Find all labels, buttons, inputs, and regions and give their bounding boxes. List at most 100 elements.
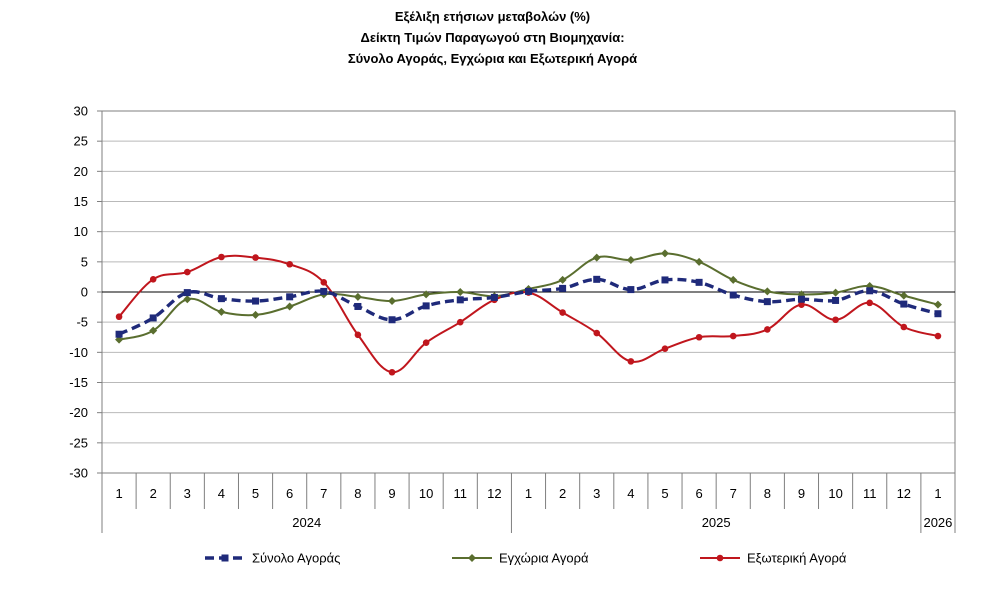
x-tick-label: 5 <box>661 486 668 501</box>
x-tick-label: 1 <box>934 486 941 501</box>
data-point <box>695 257 704 266</box>
x-tick-label: 10 <box>828 486 842 501</box>
year-label: 2026 <box>923 515 952 530</box>
data-point <box>763 298 771 306</box>
data-point <box>660 249 669 258</box>
data-point <box>184 268 191 276</box>
x-tick-label: 11 <box>454 486 468 501</box>
legend-entry: Εξωτερική Αγορά <box>700 551 847 566</box>
data-point <box>217 307 226 316</box>
data-point <box>695 333 703 341</box>
data-point <box>456 318 464 326</box>
data-point <box>831 288 840 297</box>
data-point <box>729 291 737 299</box>
data-point <box>934 310 942 318</box>
data-point <box>149 314 157 322</box>
x-tick-label: 1 <box>525 486 532 501</box>
x-tick-label: 8 <box>764 486 771 501</box>
data-point <box>592 253 601 262</box>
data-point <box>661 276 669 284</box>
y-tick-label: -30 <box>69 466 88 481</box>
data-point <box>354 331 362 339</box>
data-point <box>866 287 874 295</box>
y-tick-label: -15 <box>69 375 88 390</box>
data-point <box>251 310 260 319</box>
y-tick-label: 20 <box>74 164 88 179</box>
y-tick-label: 5 <box>81 254 88 269</box>
legend-marker <box>221 554 229 562</box>
data-point <box>286 293 294 301</box>
data-point <box>252 297 260 305</box>
data-point <box>558 275 567 284</box>
legend-label: Σύνολο Αγοράς <box>252 551 340 566</box>
data-point <box>320 287 328 295</box>
legend-label: Εξωτερική Αγορά <box>747 551 847 566</box>
data-point <box>388 297 397 306</box>
data-point <box>695 278 703 286</box>
data-point <box>183 295 192 304</box>
data-point <box>729 332 737 340</box>
series-0 <box>115 275 942 338</box>
data-point <box>320 279 328 286</box>
legend-label: Εγχώρια Αγορά <box>499 551 589 566</box>
data-point <box>285 302 294 311</box>
x-tick-label: 3 <box>184 486 191 501</box>
chart-title: Εξέλιξη ετήσιων μεταβολών (%) Δείκτη Τιμ… <box>0 6 985 69</box>
x-tick-label: 8 <box>354 486 361 501</box>
data-point <box>218 253 225 261</box>
data-point <box>764 326 771 333</box>
data-point <box>559 284 567 292</box>
x-tick-label: 10 <box>419 486 433 501</box>
y-tick-label: -5 <box>76 315 88 330</box>
data-point <box>252 254 259 261</box>
y-tick-label: 15 <box>74 194 88 209</box>
y-tick-label: -10 <box>69 345 88 360</box>
legend-entry: Εγχώρια Αγορά <box>452 551 589 566</box>
data-point <box>353 292 362 301</box>
x-tick-label: 12 <box>897 486 911 501</box>
data-point <box>559 309 566 316</box>
data-point <box>422 290 431 299</box>
x-tick-label: 1 <box>115 486 122 501</box>
data-point <box>422 302 430 310</box>
x-tick-label: 9 <box>798 486 805 501</box>
legend-entry: Σύνολο Αγοράς <box>205 551 340 566</box>
x-tick-label: 9 <box>388 486 395 501</box>
data-point <box>900 300 908 308</box>
series-line <box>118 252 939 341</box>
data-point <box>763 287 772 296</box>
data-point <box>456 296 464 304</box>
y-tick-label: 0 <box>81 285 88 300</box>
data-point <box>115 313 123 321</box>
legend-marker <box>716 554 724 562</box>
data-point <box>626 256 635 265</box>
data-point <box>217 295 225 303</box>
y-tick-labels: 30 25 20 15 10 5 0 -5 -10 -15 -20 -25 -30 <box>69 104 88 481</box>
data-point <box>866 299 873 307</box>
data-point <box>797 295 805 303</box>
y-tick-label: 10 <box>74 224 88 239</box>
data-point <box>729 275 738 284</box>
x-tick-label: 12 <box>487 486 501 501</box>
chart-title-line-3: Σύνολο Αγοράς, Εγχώρια και Εξωτερική Αγο… <box>347 51 638 66</box>
y-tick-label: 25 <box>74 134 88 149</box>
legend-marker <box>468 554 476 562</box>
data-point <box>934 332 942 340</box>
x-tick-label: 6 <box>695 486 702 501</box>
data-point <box>899 291 908 300</box>
x-tick-label: 4 <box>218 486 225 501</box>
data-point <box>388 316 396 324</box>
data-point <box>525 287 532 295</box>
data-point <box>456 288 465 296</box>
data-point <box>490 293 498 301</box>
data-point <box>422 339 430 346</box>
series-lines <box>115 249 942 376</box>
x-tick-label: 11 <box>863 486 877 501</box>
y-tick-label: -25 <box>69 435 88 450</box>
data-point <box>149 276 157 283</box>
x-tick-label: 2 <box>150 486 157 501</box>
data-point <box>593 275 601 283</box>
x-tick-label: 6 <box>286 486 293 501</box>
x-tick-label: 4 <box>627 486 634 501</box>
